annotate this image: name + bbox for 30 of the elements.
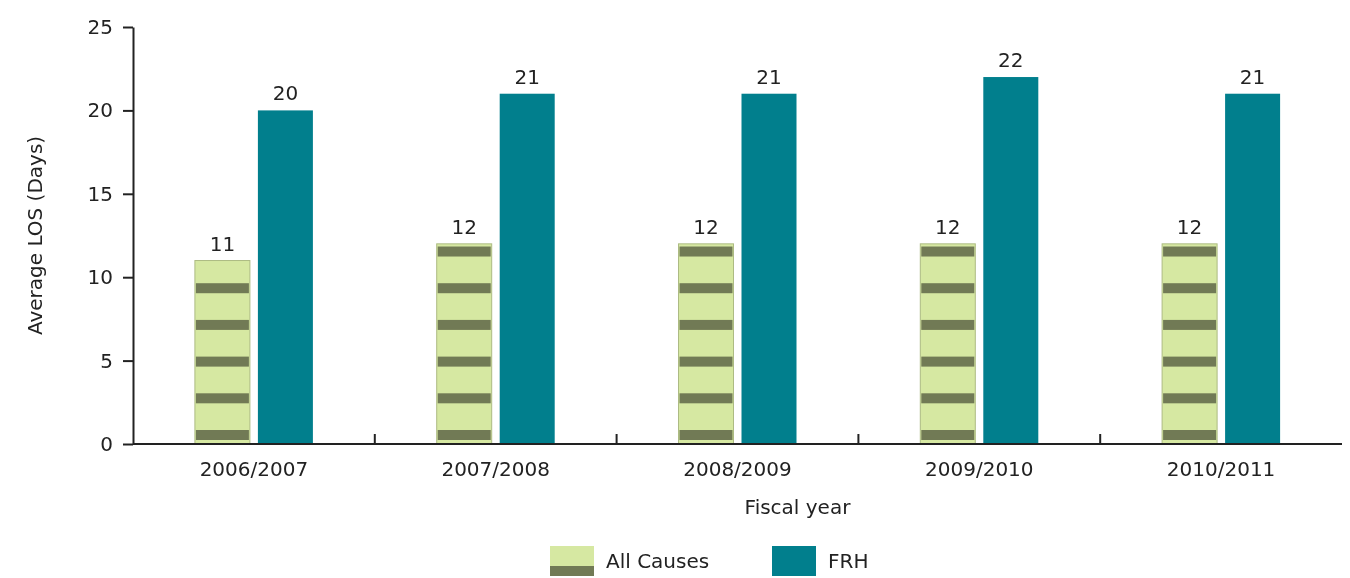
x-tick-label: 2006/2007 — [199, 457, 309, 481]
data-label: 21 — [514, 64, 540, 89]
x-tick-label: 2008/2009 — [683, 457, 792, 481]
y-tick-label: 5 — [100, 348, 113, 373]
x-tick-label: 2010/2011 — [1166, 457, 1276, 481]
y-tick-label: 10 — [87, 265, 113, 290]
data-label: 12 — [1176, 214, 1203, 239]
data-label: 20 — [272, 81, 299, 106]
y-tick-label: 25 — [87, 14, 113, 39]
data-label: 12 — [451, 214, 477, 239]
data-label: 21 — [1239, 64, 1266, 89]
legend-label: FRH — [828, 549, 869, 573]
bar — [741, 93, 797, 444]
x-tick-label: 2007/2008 — [441, 457, 550, 481]
bar — [1225, 93, 1281, 444]
bar — [257, 110, 313, 444]
legend-label: All Causes — [606, 549, 710, 573]
x-axis-title: Fiscal year — [744, 495, 852, 519]
y-tick-label: 15 — [87, 181, 113, 206]
x-tick-label: 2009/2010 — [925, 457, 1034, 481]
bar — [983, 77, 1039, 444]
data-label: 21 — [756, 64, 782, 89]
data-label: 12 — [693, 214, 719, 239]
data-label: 22 — [998, 48, 1024, 73]
data-label: 11 — [209, 231, 236, 256]
y-tick-label: 0 — [100, 431, 113, 456]
bar — [499, 93, 555, 444]
y-axis-title: Average LOS (Days) — [23, 135, 47, 336]
y-tick-label: 20 — [87, 98, 113, 123]
data-label: 12 — [935, 214, 961, 239]
